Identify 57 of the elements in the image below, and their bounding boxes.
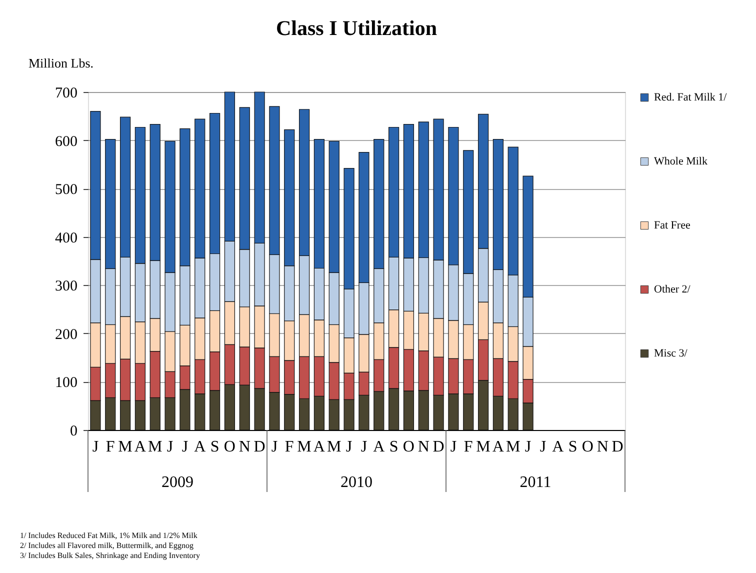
legend-label: Red. Fat Milk 1/: [654, 92, 728, 104]
x-tick-label: S: [210, 438, 220, 456]
x-tick-label: M: [506, 438, 520, 456]
x-tick-label: N: [238, 438, 251, 456]
y-tick-label: 100: [55, 375, 78, 392]
x-tick-label: J: [450, 438, 457, 456]
y-tick-label: 700: [55, 86, 78, 102]
x-tick-label: A: [492, 438, 504, 456]
x-tick-label: M: [297, 438, 312, 456]
x-tick-label: N: [418, 438, 430, 456]
x-tick-label: A: [373, 438, 386, 456]
text: 1/ Includes Reduced Fat Milk, 1% Milk and 1/2% Milk: [20, 531, 198, 540]
legend-label: Misc 3/: [654, 348, 688, 360]
legend-label: Fat Free: [654, 220, 690, 232]
y-tick-label: 300: [55, 278, 78, 295]
text: 3/ Includes Bulk Sales, Shrinkage and Ending Inventory: [20, 551, 200, 560]
x-tick-label: O: [582, 438, 594, 456]
text: 2009: [162, 474, 194, 491]
x-tick-label: J: [540, 438, 546, 456]
x-tick-label: J: [360, 438, 368, 456]
x-tick-label: F: [464, 438, 473, 456]
x-tick-label: A: [552, 438, 564, 456]
x-tick-label: J: [182, 438, 188, 456]
x-tick-label: F: [284, 438, 294, 456]
text: 2/ Includes all Flavored milk, Buttermilk, and Eggnog: [20, 541, 194, 550]
y-axis-title: Million Lbs.: [28, 56, 94, 70]
y-tick-label: 200: [55, 326, 78, 343]
x-tick-label: S: [389, 438, 398, 456]
x-tick-label: O: [402, 438, 414, 456]
x-tick-label: M: [476, 438, 490, 456]
chart-title: Class I Utilization: [276, 16, 438, 40]
legend-label: Whole Milk: [654, 156, 708, 168]
x-tick-label: D: [254, 438, 266, 456]
text: 2011: [520, 474, 552, 491]
x-tick-label: D: [612, 438, 624, 456]
x-tick-label: A: [194, 438, 206, 456]
x-tick-label: N: [596, 438, 609, 456]
x-tick-label: F: [106, 438, 115, 456]
x-tick-label: S: [568, 438, 578, 456]
x-tick-label: J: [271, 438, 278, 456]
x-tick-label: M: [148, 438, 162, 456]
y-tick-label: 0: [70, 424, 78, 440]
y-tick-label: 500: [55, 182, 78, 198]
x-tick-label: O: [224, 438, 236, 456]
x-tick-label: J: [346, 438, 352, 456]
x-tick-label: J: [92, 438, 99, 456]
x-tick-label: A: [134, 438, 146, 456]
text: 2010: [340, 474, 372, 491]
legend-label: Other 2/: [654, 284, 692, 296]
x-tick-label: A: [313, 438, 326, 456]
y-tick-label: 400: [55, 230, 78, 246]
x-tick-label: M: [327, 438, 342, 456]
y-tick-label: 600: [55, 134, 78, 150]
x-tick-label: J: [166, 438, 174, 456]
x-tick-label: J: [524, 438, 532, 456]
x-tick-label: D: [432, 438, 444, 456]
x-tick-label: M: [118, 438, 132, 456]
